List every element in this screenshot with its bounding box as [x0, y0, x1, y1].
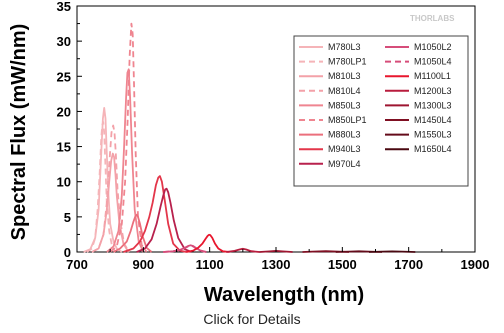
series-line-m970l4 [136, 187, 192, 253]
x-tick-label: 1500 [328, 257, 357, 272]
y-tick-label: 20 [57, 104, 71, 119]
y-tick-label: 25 [57, 69, 71, 84]
legend-label-m1550l3: M1550L3 [414, 130, 452, 140]
legend-label-m850l3: M850L3 [328, 100, 361, 110]
x-tick-label: 900 [132, 257, 154, 272]
x-axis-title: Wavelength (nm) [204, 284, 364, 306]
spectral-flux-chart: 700 900 1100 1300 1500 1700 1900 0 5 10 15 20 25 30 35… [8, 0, 490, 306]
series-line-m810l4 [91, 124, 130, 253]
legend-label-m880l3: M880L3 [328, 130, 361, 140]
y-tick-label: 0 [64, 245, 71, 260]
legend-label-m810l3: M810L3 [328, 71, 361, 81]
legend-label-m1450l4: M1450L4 [414, 115, 452, 125]
y-tick-label: 10 [57, 175, 71, 190]
x-tick-label: 1700 [394, 257, 423, 272]
legend-label-m1100l1: M1100L1 [414, 71, 451, 81]
legend-label-m780l3: M780L3 [328, 42, 361, 52]
legend-label-m1200l3: M1200L3 [414, 86, 452, 96]
x-tick-label: 700 [66, 257, 88, 272]
legend-label-m970l4: M970L4 [328, 159, 361, 169]
series-line-m1100l1 [186, 233, 230, 253]
series-line-m850l3 [106, 68, 145, 253]
legend-label-m850lp1: M850LP1 [328, 115, 367, 125]
x-tick-label: 1300 [262, 257, 291, 272]
legend-label-m1300l3: M1300L3 [414, 100, 452, 110]
x-tick-label: 1100 [196, 257, 224, 272]
legend-label-m1650l4: M1650L4 [414, 144, 452, 154]
series-line-m1650l4 [368, 250, 416, 253]
y-axis-title: Spectral Flux (mW/nm) [8, 24, 30, 241]
legend-label-m1050l2: M1050L2 [414, 42, 452, 52]
y-tick-label: 35 [57, 0, 71, 14]
y-tick-label: 5 [64, 210, 71, 225]
series-line-m1200l3 [226, 247, 260, 253]
series-line-m780lp1 [86, 121, 116, 253]
series-line-m940l3 [123, 175, 187, 253]
brand-watermark: THORLABS [410, 14, 455, 23]
legend-label-m1050l4: M1050L4 [414, 57, 452, 67]
legend-label-m940l3: M940L3 [328, 144, 361, 154]
y-tick-label: 15 [57, 140, 71, 155]
x-tick-label: 1900 [461, 257, 490, 272]
details-link[interactable]: Click for Details [203, 311, 301, 327]
legend-label-m780lp1: M780LP1 [328, 57, 367, 67]
legend-label-m810l4: M810L4 [328, 86, 361, 96]
y-tick-label: 30 [57, 34, 71, 49]
series-line-m880l3 [113, 213, 153, 253]
